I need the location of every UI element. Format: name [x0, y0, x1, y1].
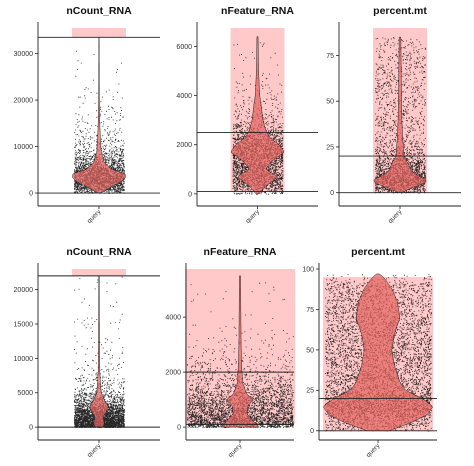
y-tick-label: 2000 — [176, 142, 192, 149]
panel-title: nCount_RNA — [66, 246, 132, 258]
panel-1: 0 10000 20000 30000 query nCount_RNA — [14, 5, 160, 225]
cell-points — [74, 50, 125, 194]
y-tick-label: 2000 — [165, 370, 181, 377]
x-tick-label: query — [365, 442, 382, 459]
y-tick-label: 4000 — [176, 93, 192, 100]
x-tick-label: query — [86, 442, 103, 459]
violin-shape — [89, 275, 109, 428]
y-tick-label: 0 — [310, 428, 314, 435]
cell-points — [74, 276, 125, 428]
panel-6: 0 25 50 75 100 query percent.mt — [302, 246, 437, 459]
panel-5: 0 2000 4000 query nFeature_RNA — [165, 246, 295, 459]
y-tick-label: 25 — [306, 388, 314, 395]
x-tick-label: query — [227, 442, 244, 459]
panel-title: percent.mt — [373, 5, 427, 17]
violin-shape — [373, 36, 427, 193]
y-tick-label: 0 — [177, 425, 181, 432]
y-tick-label: 30000 — [14, 51, 34, 58]
y-tick-label: 0 — [330, 190, 334, 197]
y-tick-label: 0 — [188, 191, 192, 198]
panel-3: 0 25 50 75 query percent.mt — [326, 5, 461, 225]
panel-title: nFeature_RNA — [204, 246, 277, 258]
cell-points — [187, 282, 294, 428]
y-tick-label: 20000 — [14, 97, 34, 104]
panel-title: nFeature_RNA — [221, 5, 294, 17]
y-tick-label: 0 — [29, 425, 33, 432]
x-tick-label: query — [387, 208, 404, 225]
y-tick-label: 5000 — [17, 390, 33, 397]
threshold-shaded-area — [72, 28, 126, 38]
y-tick-label: 15000 — [14, 321, 34, 328]
y-tick-label: 10000 — [14, 356, 34, 363]
y-tick-label: 100 — [302, 266, 314, 273]
x-tick-label: query — [86, 208, 103, 225]
y-tick-label: 6000 — [176, 44, 192, 51]
y-tick-label: 4000 — [165, 315, 181, 322]
y-tick-label: 25 — [326, 144, 334, 151]
y-tick-label: 75 — [306, 307, 314, 314]
violin-shape — [220, 275, 260, 428]
panel-title: percent.mt — [351, 246, 405, 258]
y-tick-label: 20000 — [14, 287, 34, 294]
panel-title: nCount_RNA — [66, 5, 132, 17]
y-tick-label: 50 — [306, 347, 314, 354]
panel-4: 0 5000 10000 15000 20000 query nCount_RNA — [14, 246, 160, 459]
y-tick-label: 50 — [326, 99, 334, 106]
x-tick-label: query — [244, 208, 261, 225]
threshold-shaded-area — [72, 269, 126, 276]
panel-2: 0 2000 4000 6000 query nFeature_RNA — [176, 5, 318, 225]
y-tick-label: 10000 — [14, 144, 34, 151]
y-tick-label: 75 — [326, 53, 334, 60]
violin-shape — [323, 273, 433, 432]
y-tick-label: 0 — [29, 190, 33, 197]
violin-shape — [230, 36, 285, 195]
